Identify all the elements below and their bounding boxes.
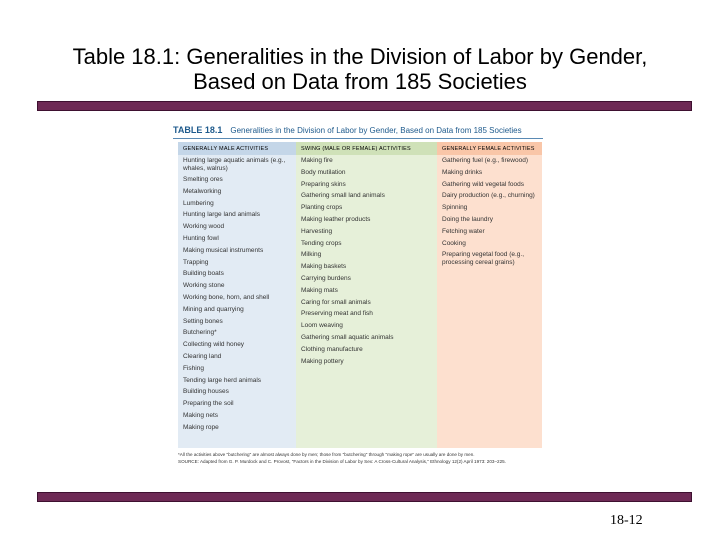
slide-title: Table 18.1: Generalities in the Division… (72, 44, 648, 94)
source: SOURCE: Adapted from G. P. Murdock and C… (178, 458, 506, 464)
column-header: GENERALLY MALE ACTIVITIES (178, 142, 296, 155)
activity: Gathering fuel (e.g., firewood) (442, 157, 528, 164)
activity: Smelting ores (183, 176, 223, 183)
activity: Hunting fowl (183, 234, 219, 242)
divider-bar (37, 101, 692, 111)
table-caption-row: TABLE 18.1 Generalities in the Division o… (173, 122, 543, 139)
divider-bar (37, 492, 692, 502)
activity: Making rope (183, 423, 219, 431)
activity: Clothing manufacture (301, 345, 363, 353)
activity: Hunting large aquatic animals (e.g., wha… (183, 157, 286, 172)
activity: Fetching water (442, 227, 485, 235)
activity: Making nets (183, 411, 219, 419)
activity: Mining and quarrying (183, 305, 244, 313)
activity: Working bone, horn, and shell (183, 293, 270, 301)
activity: Metalworking (183, 187, 222, 195)
activity: Clearing land (183, 352, 222, 360)
table-label: TABLE 18.1 (173, 125, 223, 135)
activity: Lumbering (183, 199, 214, 207)
activity: Preparing skins (301, 180, 346, 188)
activity: Working wood (183, 223, 225, 231)
activity: Making mats (301, 286, 338, 294)
activity: Milking (301, 251, 322, 259)
activity: Building houses (183, 388, 229, 396)
activity: Loom weaving (301, 322, 343, 330)
activity: Preserving meat and fish (301, 310, 373, 318)
activity: Trapping (183, 258, 209, 266)
table-column: GENERALLY MALE ACTIVITIES Hunting large a… (178, 142, 296, 448)
table: TABLE 18.1 Generalities in the Division o… (173, 122, 543, 484)
column-header: GENERALLY FEMALE ACTIVITIES (437, 142, 542, 155)
activity: Carrying burdens (301, 274, 351, 282)
activity: Spinning (442, 204, 468, 212)
activity: Setting bones (183, 317, 223, 325)
activity: Tending large herd animals (183, 376, 262, 384)
activity: Fishing (183, 364, 204, 372)
activity: Preparing vegetal food (e.g., processing… (442, 251, 525, 266)
table-columns: GENERALLY MALE ACTIVITIES Hunting large a… (178, 142, 542, 448)
table-caption: Generalities in the Division of Labor by… (230, 126, 522, 135)
activity: Making baskets (301, 263, 347, 271)
activity: Gathering small land animals (301, 192, 385, 200)
activity: Hunting large land animals (183, 211, 260, 219)
activity: Planting crops (301, 204, 343, 212)
activity: Preparing the soil (183, 400, 234, 408)
activity: Harvesting (301, 227, 333, 235)
table-column: SWING (MALE OR FEMALE) ACTIVITIES Making … (296, 142, 437, 448)
activity: Cooking (442, 239, 466, 247)
activity: Making drinks (442, 168, 483, 176)
activity: Making musical instruments (183, 246, 264, 254)
activity: Doing the laundry (442, 215, 493, 223)
page-number: 18-12 (610, 513, 643, 528)
activity: Caring for small animals (301, 298, 371, 306)
activity: Gathering small aquatic animals (301, 333, 394, 341)
activity: Butchering* (183, 329, 217, 337)
activity: Working stone (183, 282, 225, 290)
activity: Body mutilation (301, 168, 346, 176)
activity: Building boats (183, 270, 224, 278)
activity: Gathering wild vegetal foods (442, 180, 525, 188)
activity: Collecting wild honey (183, 341, 245, 349)
activity: Making fire (301, 157, 333, 164)
table-column: GENERALLY FEMALE ACTIVITIES Gathering fue… (437, 142, 542, 448)
activity: Making pottery (301, 357, 344, 365)
activity: Making leather products (301, 215, 371, 223)
activity: Dairy production (e.g., churning) (442, 192, 535, 200)
footnote: *All the activities above "butchering" a… (178, 452, 475, 457)
activity: Tending crops (301, 239, 342, 247)
column-header: SWING (MALE OR FEMALE) ACTIVITIES (296, 142, 437, 155)
table-notes: *All the activities above "butchering" a… (178, 452, 542, 465)
